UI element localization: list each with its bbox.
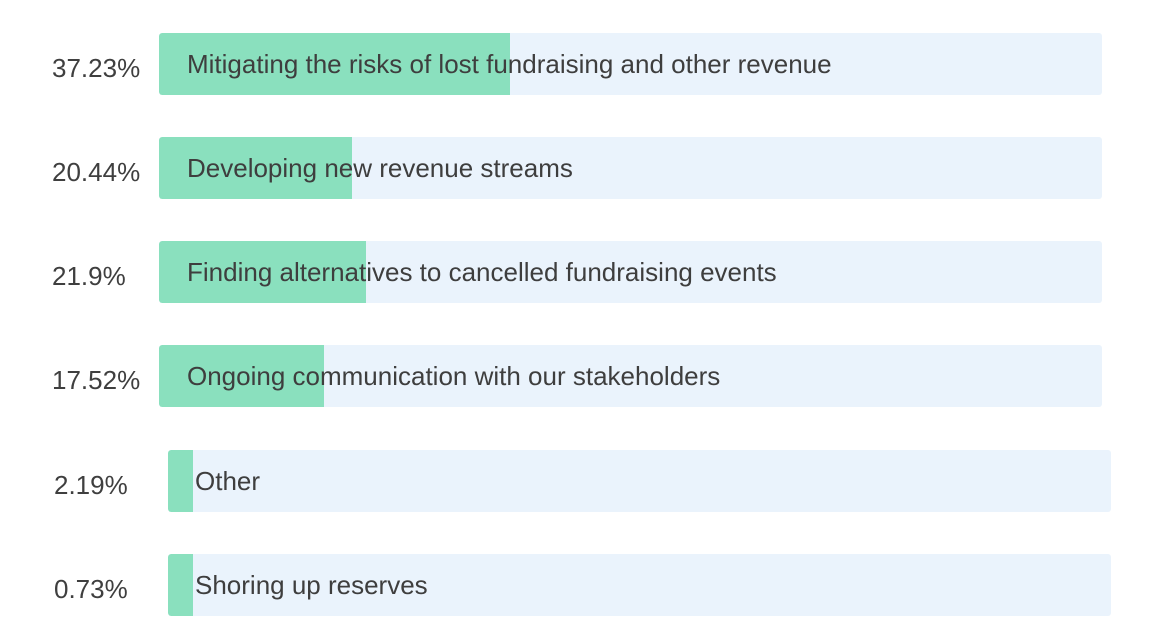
bar-track (168, 554, 1111, 616)
bar-category-label: Developing new revenue streams (187, 153, 573, 183)
bar-track (168, 450, 1111, 512)
bar-value-label: 17.52% (52, 365, 141, 395)
bar-row: 21.9% Finding alternatives to cancelled f… (0, 241, 1154, 303)
bar-track (159, 33, 1102, 95)
bar-value-label: 21.9% (52, 261, 126, 291)
bar-row: 37.23% Mitigating the risks of lost fundr… (0, 33, 1154, 95)
bar-category-label: Other (195, 466, 261, 496)
bar (168, 554, 193, 616)
bar-row: 17.52% Ongoing communication with our sta… (0, 345, 1154, 407)
bar-track (159, 241, 1102, 303)
bar-row: 20.44% Developing new revenue streams (0, 137, 1154, 199)
bar (159, 241, 366, 303)
bar-category-label: Finding alternatives to cancelled fundra… (187, 257, 777, 287)
bar-value-label: 2.19% (54, 470, 128, 500)
bar (159, 33, 511, 95)
bar-category-label: Shoring up reserves (195, 570, 428, 600)
bar-track (159, 137, 1102, 199)
bar (168, 450, 193, 512)
bar-value-label: 0.73% (54, 574, 128, 604)
bar-category-label: Mitigating the risks of lost fundraising… (187, 49, 832, 79)
bar (159, 345, 325, 407)
bar-category-label: Ongoing communication with our stakehold… (187, 361, 721, 391)
bar-value-label: 37.23% (52, 53, 141, 83)
bar-row: 0.73% Shoring up reserves (0, 554, 1154, 616)
bar-value-label: 20.44% (52, 157, 141, 187)
bar (159, 137, 352, 199)
bar-row: 2.19% Other (0, 450, 1154, 512)
bar-track (159, 345, 1102, 407)
